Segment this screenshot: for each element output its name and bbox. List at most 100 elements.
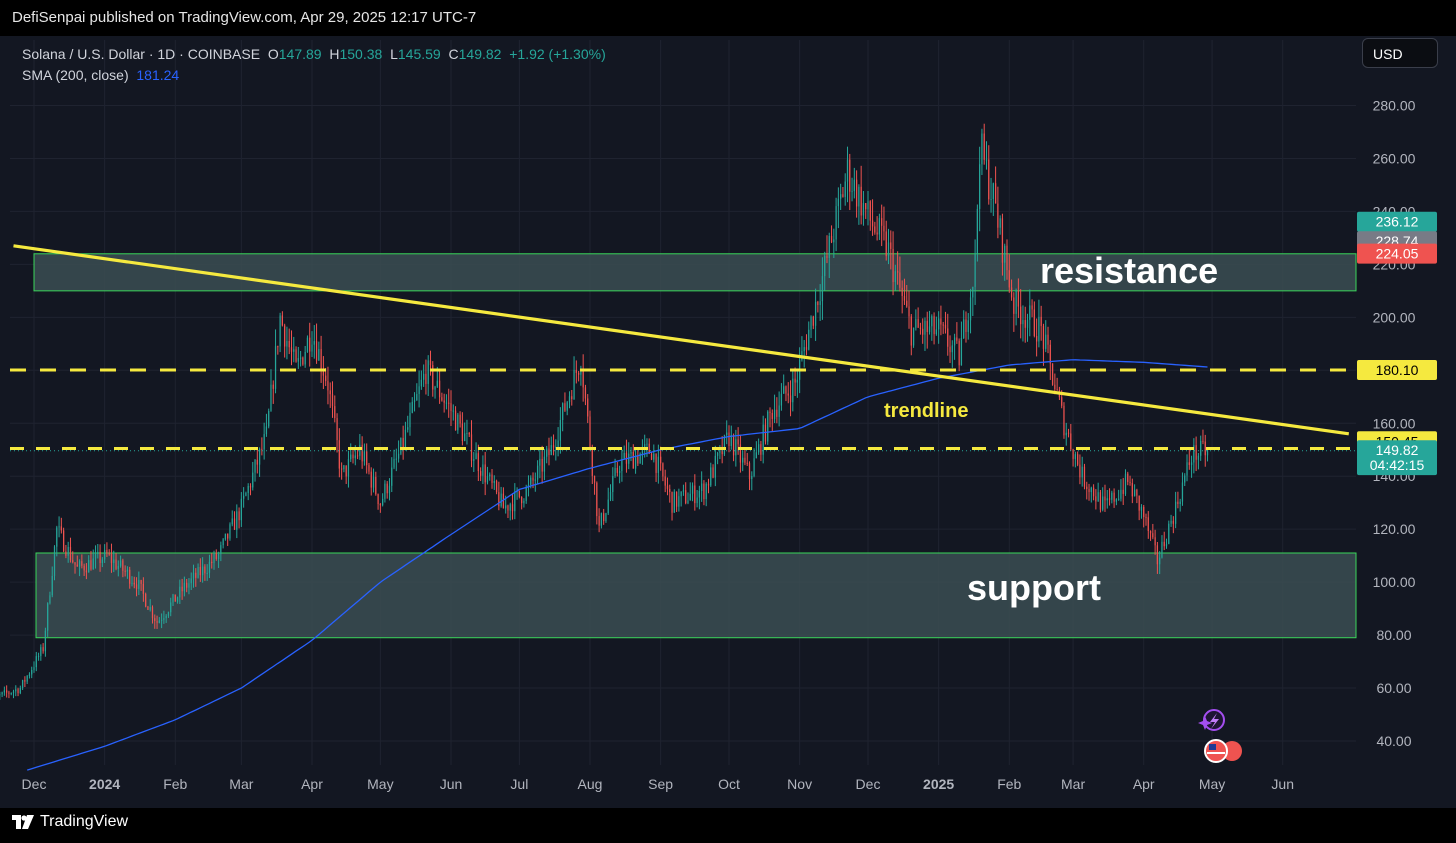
candle-body <box>577 372 580 375</box>
candle-body <box>671 492 673 513</box>
candle-body <box>158 620 160 623</box>
candle-body <box>1038 316 1040 342</box>
candle-body <box>361 444 363 462</box>
candle-body <box>1184 475 1186 483</box>
candle-body <box>222 539 224 546</box>
candle-body <box>568 396 571 403</box>
candle-body <box>536 465 539 480</box>
candle-body <box>1159 557 1161 565</box>
candle-body <box>716 452 719 456</box>
candle-body <box>675 491 678 507</box>
candle-body <box>201 566 204 576</box>
candle-body <box>732 434 735 456</box>
candle-body <box>1097 492 1099 502</box>
candle-body <box>268 410 270 427</box>
candle-body <box>1017 290 1020 307</box>
candle-body <box>1172 520 1174 524</box>
candle-body <box>145 593 147 607</box>
candle-body <box>1031 305 1033 310</box>
price-label-box <box>1357 360 1437 381</box>
candle-body <box>776 409 778 417</box>
candle-body <box>62 530 65 552</box>
candle-body <box>662 463 664 477</box>
candle-body <box>573 369 575 400</box>
candle-body <box>1204 441 1206 456</box>
candle-body <box>382 498 384 506</box>
candle-body <box>56 527 58 547</box>
candle-body <box>236 511 238 530</box>
candle-body <box>589 416 591 448</box>
candle-body <box>771 412 773 419</box>
candle-body <box>461 423 464 442</box>
candle-body <box>188 583 190 588</box>
candle-body <box>37 656 40 658</box>
symbol-name[interactable]: Solana / U.S. Dollar · 1D · COINBASE <box>22 46 261 62</box>
candle-body <box>614 467 616 476</box>
candle-body <box>320 349 322 371</box>
candle-body <box>409 412 411 428</box>
candle-body <box>445 402 448 404</box>
time-tick-label: Mar <box>229 776 253 792</box>
candle-body <box>974 254 976 287</box>
candle-body <box>983 133 985 160</box>
candle-body <box>343 465 345 470</box>
candle-body <box>685 490 687 504</box>
candle-body <box>787 393 789 396</box>
candle-body <box>1197 455 1200 460</box>
candle-body <box>263 434 265 450</box>
time-tick-label: Feb <box>997 776 1021 792</box>
candle-body <box>817 301 819 306</box>
candle-body <box>1033 309 1035 337</box>
candle-body <box>65 551 67 556</box>
candle-body <box>19 687 21 694</box>
candle-body <box>423 373 425 380</box>
candle-body <box>204 566 206 574</box>
candle-body <box>393 459 395 468</box>
candle-body <box>881 218 883 226</box>
candle-body <box>375 476 377 495</box>
candle-body <box>865 203 867 210</box>
candle-body <box>1072 449 1074 459</box>
candle-body <box>1063 405 1065 436</box>
candle-body <box>997 203 999 228</box>
candle-body <box>1095 496 1097 502</box>
candle-body <box>783 386 785 394</box>
price-chart[interactable]: resistance support trendline 280.00 260.0… <box>0 36 1456 808</box>
candle-body <box>655 453 657 473</box>
candle-body <box>176 597 179 602</box>
candle-body <box>21 680 24 688</box>
candle-body <box>350 454 352 460</box>
candle-body <box>555 446 557 448</box>
candle-body <box>739 444 742 463</box>
candle-body <box>1181 482 1184 502</box>
candle-body <box>862 203 865 216</box>
candle-body <box>160 619 163 621</box>
candle-body <box>174 594 176 602</box>
candle-body <box>418 386 420 395</box>
candle-body <box>525 487 527 501</box>
candle-body <box>436 380 438 387</box>
candle-body <box>1061 397 1063 406</box>
tradingview-logo[interactable]: TradingView <box>12 813 128 831</box>
currency-button[interactable]: USD <box>1362 38 1438 68</box>
candle-body <box>28 674 31 676</box>
candle-body <box>507 505 509 511</box>
candle-body <box>703 483 705 500</box>
candle-body <box>502 493 505 509</box>
candle-body <box>122 560 124 571</box>
candle-body <box>119 560 122 566</box>
candle-body <box>769 411 771 413</box>
candle-body <box>1106 498 1108 501</box>
sma-label[interactable]: SMA (200, close) <box>22 67 129 83</box>
chart-panel[interactable] <box>0 36 1456 808</box>
candle-body <box>931 316 933 327</box>
candle-body <box>514 491 516 512</box>
candle-body <box>746 462 748 464</box>
candle-body <box>803 347 805 352</box>
time-tick-label: Jun <box>440 776 463 792</box>
us-flag-icon[interactable] <box>1204 739 1228 763</box>
candle-body <box>1088 489 1090 493</box>
sma-line <box>27 359 1208 771</box>
candle-body <box>249 486 252 488</box>
candle-body <box>258 448 261 465</box>
